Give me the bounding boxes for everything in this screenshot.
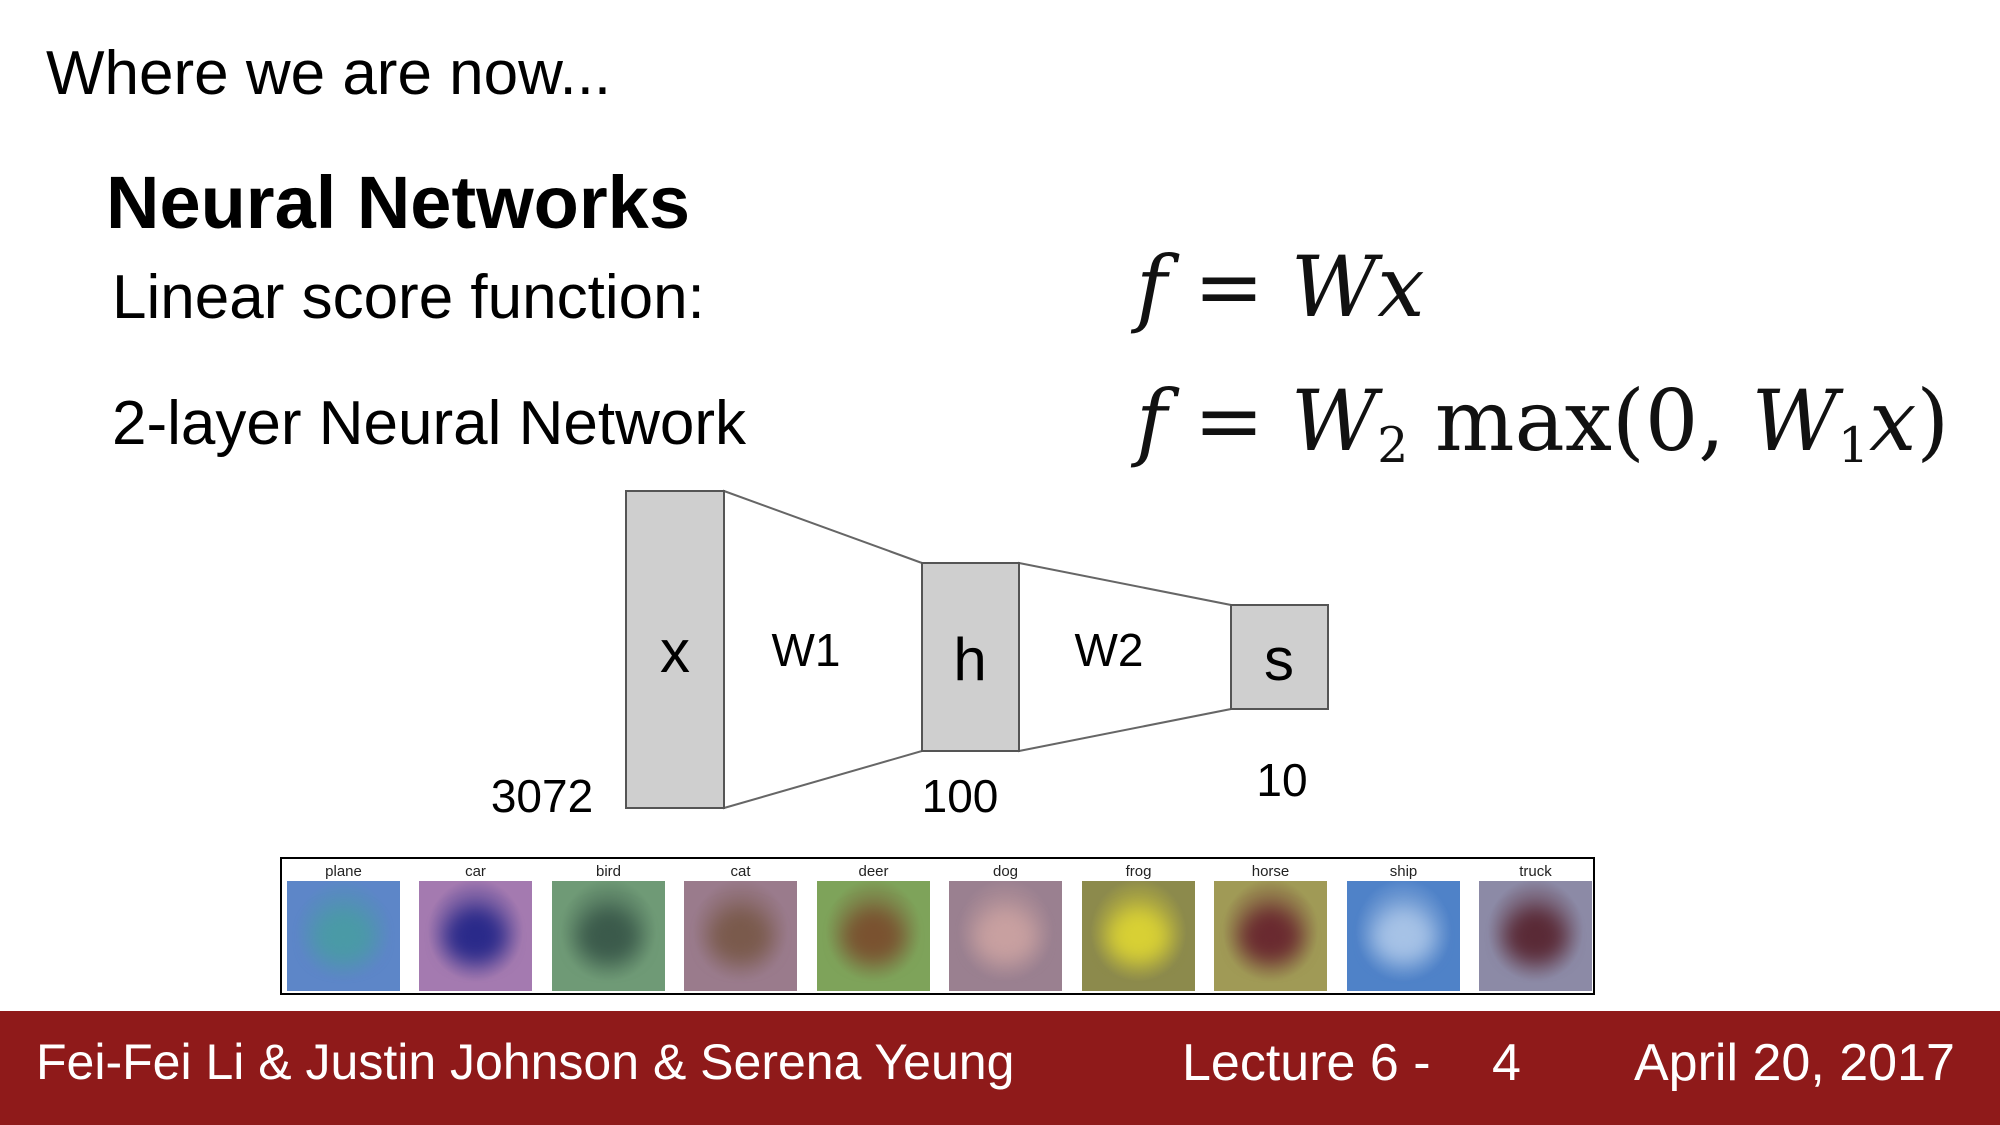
template-image	[287, 881, 400, 991]
footer-page-number: 4	[1492, 1034, 1521, 1092]
template-image	[949, 881, 1062, 991]
w2-label: W2	[1075, 624, 1144, 676]
template-image	[1347, 881, 1460, 991]
template-image	[1479, 881, 1592, 991]
section-title: Neural Networks	[106, 161, 690, 244]
footer-authors: Fei-Fei Li & Justin Johnson & Serena Yeu…	[36, 1034, 1015, 1090]
template-label: bird	[595, 863, 621, 880]
template-image	[1082, 881, 1195, 991]
score-layer-symbol: s	[1264, 626, 1294, 693]
footer-lecture: Lecture 6 -	[1182, 1034, 1431, 1092]
footer-date: April 20, 2017	[1634, 1034, 1955, 1092]
template-blob	[977, 914, 1034, 961]
template-blob	[845, 914, 902, 961]
template-label: ship	[1389, 863, 1418, 880]
template-image	[1214, 881, 1327, 991]
template-image	[817, 881, 930, 991]
hidden-layer-symbol: h	[953, 626, 986, 693]
w1-label: W1	[772, 624, 841, 676]
template-blob	[315, 914, 372, 961]
template-label: deer	[858, 863, 889, 880]
input-layer-box	[625, 490, 725, 809]
template-label: plane	[325, 863, 362, 880]
template-image	[684, 881, 797, 991]
template-image	[552, 881, 665, 991]
score-size-label: 10	[1256, 754, 1307, 806]
template-blob	[1375, 914, 1432, 961]
linear-score-label: Linear score function:	[112, 263, 705, 332]
template-blob	[1242, 914, 1299, 961]
template-label: car	[465, 863, 486, 880]
hidden-layer-box	[921, 562, 1020, 752]
template-blob	[1110, 914, 1167, 961]
template-label: truck	[1519, 863, 1552, 880]
two-layer-equation: f = W2 max(0, W1x)	[1136, 372, 1950, 475]
template-label: cat	[730, 863, 751, 880]
template-blob	[580, 914, 637, 961]
linear-equation: f = Wx	[1136, 238, 1425, 336]
score-layer-box	[1230, 604, 1329, 710]
template-blob	[447, 914, 504, 961]
two-layer-label: 2-layer Neural Network	[112, 389, 746, 458]
class-template-strip: plane car bird cat deer dog frog horse s…	[280, 857, 1595, 995]
template-label: frog	[1125, 863, 1152, 880]
input-layer-symbol: x	[660, 618, 690, 685]
template-image	[419, 881, 532, 991]
input-size-label: 3072	[491, 770, 593, 822]
footer-bar: Fei-Fei Li & Justin Johnson & Serena Yeu…	[0, 1011, 2000, 1125]
slide-heading: Where we are now...	[46, 39, 612, 108]
template-blob	[1507, 914, 1564, 961]
template-label: horse	[1251, 863, 1290, 880]
hidden-size-label: 100	[922, 770, 999, 822]
template-blob	[712, 914, 769, 961]
template-label: dog	[992, 863, 1019, 880]
